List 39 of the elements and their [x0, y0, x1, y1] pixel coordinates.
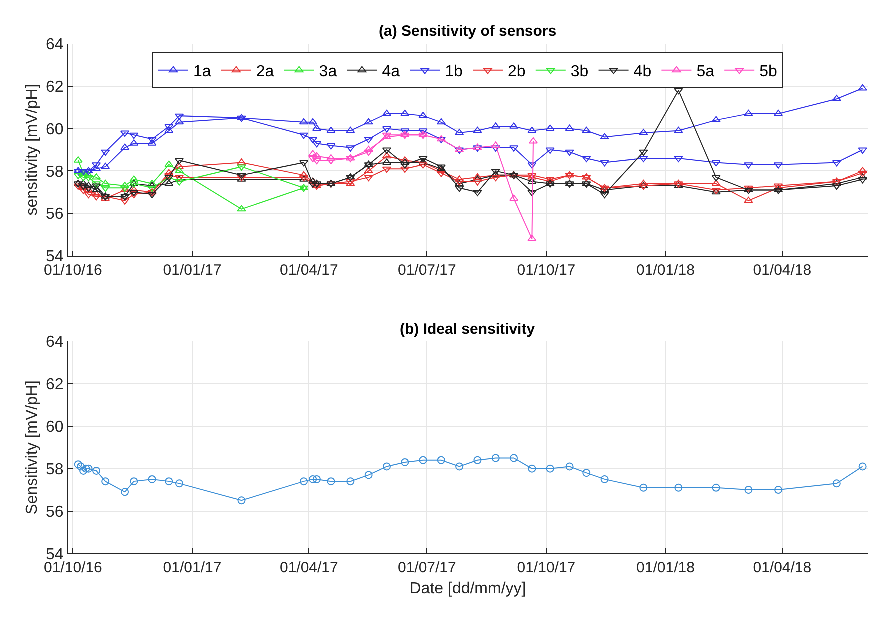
- x-tick-label: 01/10/16: [44, 560, 102, 577]
- y-tick-label: 56: [46, 504, 64, 521]
- legend-label: 2a: [256, 64, 274, 81]
- y-tick-label: 64: [46, 334, 64, 352]
- y-tick-label: 62: [46, 78, 64, 96]
- y-tick-label: 56: [46, 206, 64, 224]
- x-tick-label: 01/10/17: [517, 560, 576, 577]
- x-tick-label: 01/01/18: [636, 560, 695, 577]
- x-tick-label: 01/07/17: [398, 262, 456, 280]
- y-axis-title: sensitivity [mV/pH]: [24, 84, 41, 216]
- legend-label: 4a: [382, 64, 400, 81]
- y-tick-label: 58: [46, 461, 64, 478]
- x-tick-label: 01/04/18: [753, 560, 812, 577]
- x-tick-label: 01/10/17: [517, 262, 576, 280]
- chart-title: (b) Ideal sensitivity: [400, 321, 536, 338]
- legend-label: 1b: [445, 64, 463, 81]
- legend-label: 3a: [319, 64, 338, 81]
- y-tick-label: 64: [46, 36, 64, 54]
- legend-label: 5b: [760, 64, 778, 81]
- x-tick-label: 01/10/16: [44, 262, 102, 280]
- x-tick-label: 01/01/17: [163, 262, 222, 280]
- y-tick-label: 58: [46, 164, 64, 181]
- y-axis-title: Sensitivity [mV/pH]: [24, 380, 41, 515]
- x-tick-label: 01/01/17: [163, 560, 222, 577]
- y-tick-label: 60: [46, 121, 64, 138]
- legend-label: 2b: [508, 64, 526, 81]
- legend-label: 3b: [570, 64, 589, 81]
- x-tick-label: 01/01/18: [636, 262, 695, 280]
- x-tick-label: 01/07/17: [398, 560, 456, 577]
- x-axis-title: Date [dd/mm/yy]: [410, 580, 526, 598]
- x-tick-label: 01/04/17: [280, 560, 338, 577]
- legend-label: 5a: [696, 64, 715, 81]
- y-tick-label: 62: [46, 376, 64, 394]
- chart-title: (a) Sensitivity of sensors: [379, 23, 557, 40]
- x-tick-label: 01/04/18: [753, 262, 812, 280]
- legend-label: 4b: [634, 64, 652, 81]
- y-tick-label: 60: [46, 419, 64, 436]
- legend-label: 1a: [194, 64, 212, 81]
- x-tick-label: 01/04/17: [280, 262, 338, 280]
